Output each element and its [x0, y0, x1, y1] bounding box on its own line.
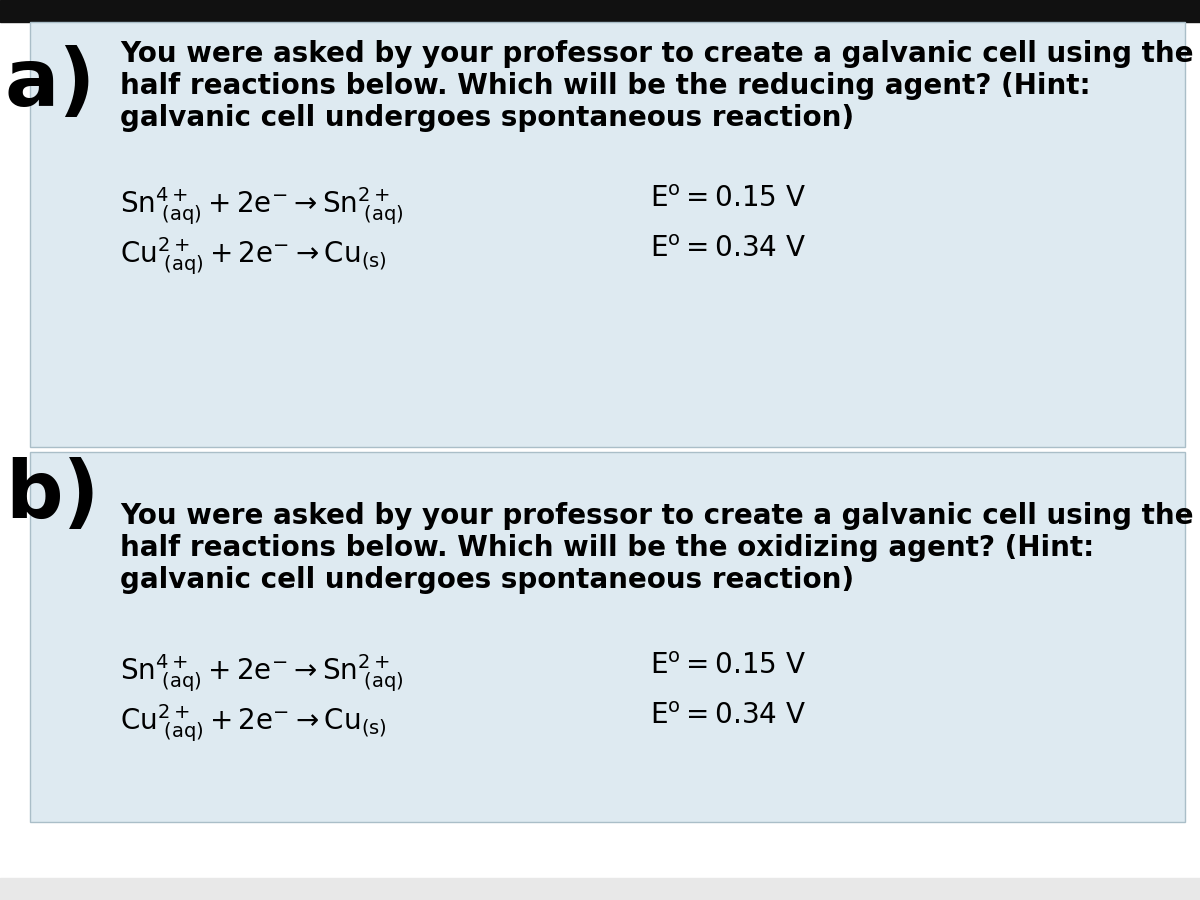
Text: $\mathrm{E^{o} = 0.34\ V}$: $\mathrm{E^{o} = 0.34\ V}$: [650, 235, 806, 263]
Text: half reactions below. Which will be the oxidizing agent? (Hint:: half reactions below. Which will be the …: [120, 534, 1094, 562]
Text: galvanic cell undergoes spontaneous reaction): galvanic cell undergoes spontaneous reac…: [120, 566, 854, 594]
Bar: [0, 878, 1200, 900]
Text: $\mathrm{E^{o} = 0.15\ V}$: $\mathrm{E^{o} = 0.15\ V}$: [650, 652, 806, 680]
Text: half reactions below. Which will be the reducing agent? (Hint:: half reactions below. Which will be the …: [120, 72, 1091, 100]
Text: $\mathrm{Sn^{4+}_{\ (aq)} + 2e^{-} \rightarrow Sn^{2+}_{\ (aq)}}$: $\mathrm{Sn^{4+}_{\ (aq)} + 2e^{-} \righ…: [120, 185, 403, 227]
Bar: [0, 835, 1200, 900]
Text: $\mathrm{Cu^{2+}_{\ (aq)} + 2e^{-} \rightarrow Cu_{(s)}}$: $\mathrm{Cu^{2+}_{\ (aq)} + 2e^{-} \righ…: [120, 235, 386, 276]
Text: galvanic cell undergoes spontaneous reaction): galvanic cell undergoes spontaneous reac…: [120, 104, 854, 132]
Text: You were asked by your professor to create a galvanic cell using the: You were asked by your professor to crea…: [120, 502, 1194, 530]
Text: $\mathrm{Cu^{2+}_{\ (aq)} + 2e^{-} \rightarrow Cu_{(s)}}$: $\mathrm{Cu^{2+}_{\ (aq)} + 2e^{-} \righ…: [120, 702, 386, 743]
Text: $\mathrm{E^{o} = 0.34\ V}$: $\mathrm{E^{o} = 0.34\ V}$: [650, 702, 806, 730]
Text: $\mathrm{E^{o} = 0.15\ V}$: $\mathrm{E^{o} = 0.15\ V}$: [650, 185, 806, 213]
Text: b): b): [5, 457, 100, 535]
Text: You were asked by your professor to create a galvanic cell using the: You were asked by your professor to crea…: [120, 40, 1194, 68]
Bar: [0, 0, 1200, 22]
FancyBboxPatch shape: [30, 452, 1186, 822]
FancyBboxPatch shape: [30, 22, 1186, 447]
Text: a): a): [5, 45, 96, 123]
Text: $\mathrm{Sn^{4+}_{\ (aq)} + 2e^{-} \rightarrow Sn^{2+}_{\ (aq)}}$: $\mathrm{Sn^{4+}_{\ (aq)} + 2e^{-} \righ…: [120, 652, 403, 694]
